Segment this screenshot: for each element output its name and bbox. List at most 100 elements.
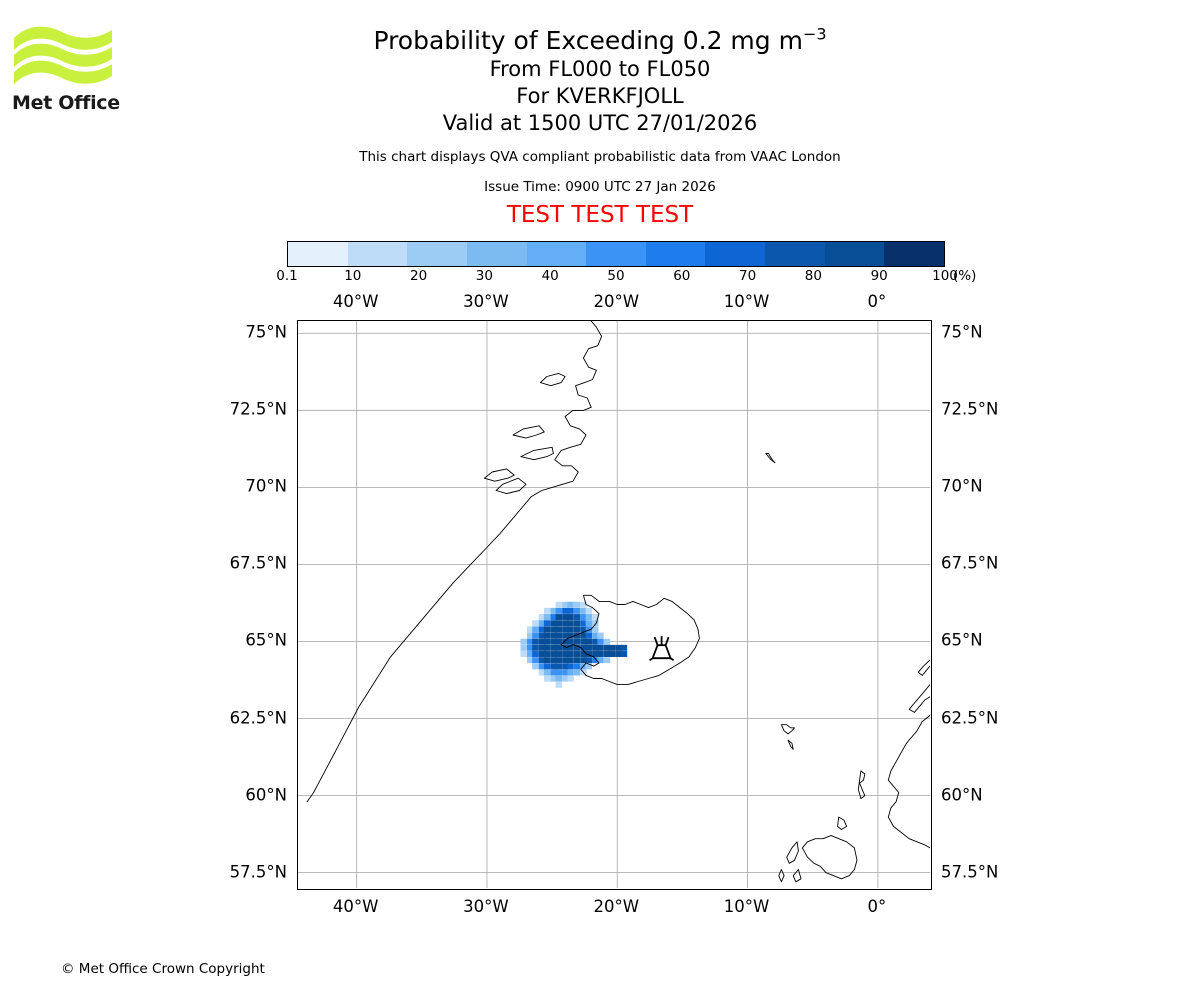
ash-cell [585, 651, 592, 657]
ash-cell [573, 601, 581, 608]
ash-cell [526, 651, 534, 657]
lat-label-right-7: 57.5°N [941, 862, 999, 882]
colorbar-tick-80: 80 [804, 268, 822, 284]
ash-cell [550, 669, 557, 676]
ash-cell [580, 638, 587, 645]
ash-cell [538, 644, 546, 651]
lat-label-left-3: 67.5°N [229, 553, 287, 573]
ash-cell [567, 638, 574, 645]
colorbar-tick-100: 100 [932, 268, 958, 284]
ash-cell [550, 607, 557, 614]
ash-cell [585, 638, 592, 645]
lon-label-top-4: 0° [867, 292, 887, 311]
map-canvas [298, 321, 930, 888]
lon-label-bottom-2: 20°W [593, 897, 640, 916]
ash-cell [615, 651, 622, 657]
test-banner: TEST TEST TEST [506, 202, 694, 228]
coastline-path [483, 468, 515, 482]
ash-cell [550, 675, 557, 682]
colorbar-band-4 [526, 242, 587, 266]
ash-cell [592, 626, 599, 633]
issue-time-label: Issue Time: 0900 UTC 27 Jan 2026 [484, 179, 716, 195]
ash-cell [555, 626, 563, 633]
colorbar-band-6 [645, 242, 706, 266]
ash-cell [592, 632, 599, 639]
lat-label-right-4: 65°N [941, 630, 983, 650]
ash-cell [520, 644, 527, 651]
map-gridlines [298, 321, 930, 888]
ash-cell [543, 651, 551, 657]
ash-cell [526, 638, 534, 645]
ash-cell [562, 675, 569, 682]
ash-cell [562, 626, 569, 633]
ash-cell [562, 620, 569, 627]
volcano-icon [649, 636, 675, 661]
lon-label-bottom-1: 30°W [463, 897, 509, 916]
met-office-logo-text: Met Office [12, 92, 120, 114]
colorbar-tick-30: 30 [475, 268, 493, 284]
colorbar-band-1 [347, 242, 408, 266]
flight-level-label: From FL000 to FL050 [489, 57, 711, 81]
ash-cell [580, 601, 587, 608]
ash-cell [592, 620, 599, 627]
ash-cell [555, 651, 563, 657]
coastline-path [837, 816, 848, 830]
ash-cell [526, 626, 534, 633]
ash-cell [550, 632, 557, 639]
ash-cell [567, 620, 574, 627]
colorbar-band-2 [407, 242, 467, 266]
ash-cell [555, 675, 563, 682]
ash-cell [603, 657, 611, 664]
met-office-wave-mark [14, 26, 112, 84]
ash-cell [538, 663, 546, 670]
ash-cell [543, 620, 551, 627]
ash-cell [526, 657, 534, 664]
ash-cell [543, 663, 551, 670]
qva-note: This chart displays QVA compliant probab… [359, 149, 841, 165]
coastline-path [306, 321, 603, 803]
coastline-path [512, 425, 545, 439]
lat-label-left-6: 60°N [245, 785, 287, 805]
ash-cell [567, 626, 574, 633]
colorbar-band-10 [884, 242, 945, 266]
coastline-path [917, 659, 930, 676]
coastline-path [495, 477, 527, 495]
ash-cell [562, 614, 569, 620]
ash-cell [562, 651, 569, 657]
ash-cell [597, 638, 604, 645]
ash-probability-cells [520, 601, 628, 688]
ash-cell [550, 651, 557, 657]
page-title-exponent: −3 [802, 24, 827, 44]
ash-cell [532, 663, 539, 670]
ash-cell [555, 607, 563, 614]
colorbar-band-9 [824, 242, 885, 266]
ash-cell [555, 638, 563, 645]
ash-cell [580, 644, 587, 651]
map-plot-area[interactable] [297, 320, 932, 890]
ash-cell [520, 638, 527, 645]
lat-label-right-1: 72.5°N [941, 399, 999, 419]
colorbar-band-5 [586, 242, 646, 266]
ash-cell [543, 632, 551, 639]
coastline-path [539, 372, 566, 387]
ash-cell [580, 620, 587, 627]
ash-cell [520, 651, 527, 657]
coastlines [306, 321, 930, 883]
ash-cell [567, 614, 574, 620]
ash-cell [592, 638, 599, 645]
ash-cell [585, 657, 592, 664]
ash-cell [562, 663, 569, 670]
colorbar-unit-label: (%) [953, 268, 977, 284]
lon-label-top-1: 30°W [463, 292, 509, 311]
ash-cell [538, 614, 546, 620]
ash-cell [532, 651, 539, 657]
ash-cell [573, 620, 581, 627]
ash-cell [526, 644, 534, 651]
ash-cell [580, 626, 587, 633]
ash-cell [580, 614, 587, 620]
coastline-path [792, 869, 802, 883]
ash-cell [550, 644, 557, 651]
coastline-path [780, 724, 795, 735]
lat-label-right-5: 62.5°N [941, 708, 999, 728]
ash-cell [573, 632, 581, 639]
